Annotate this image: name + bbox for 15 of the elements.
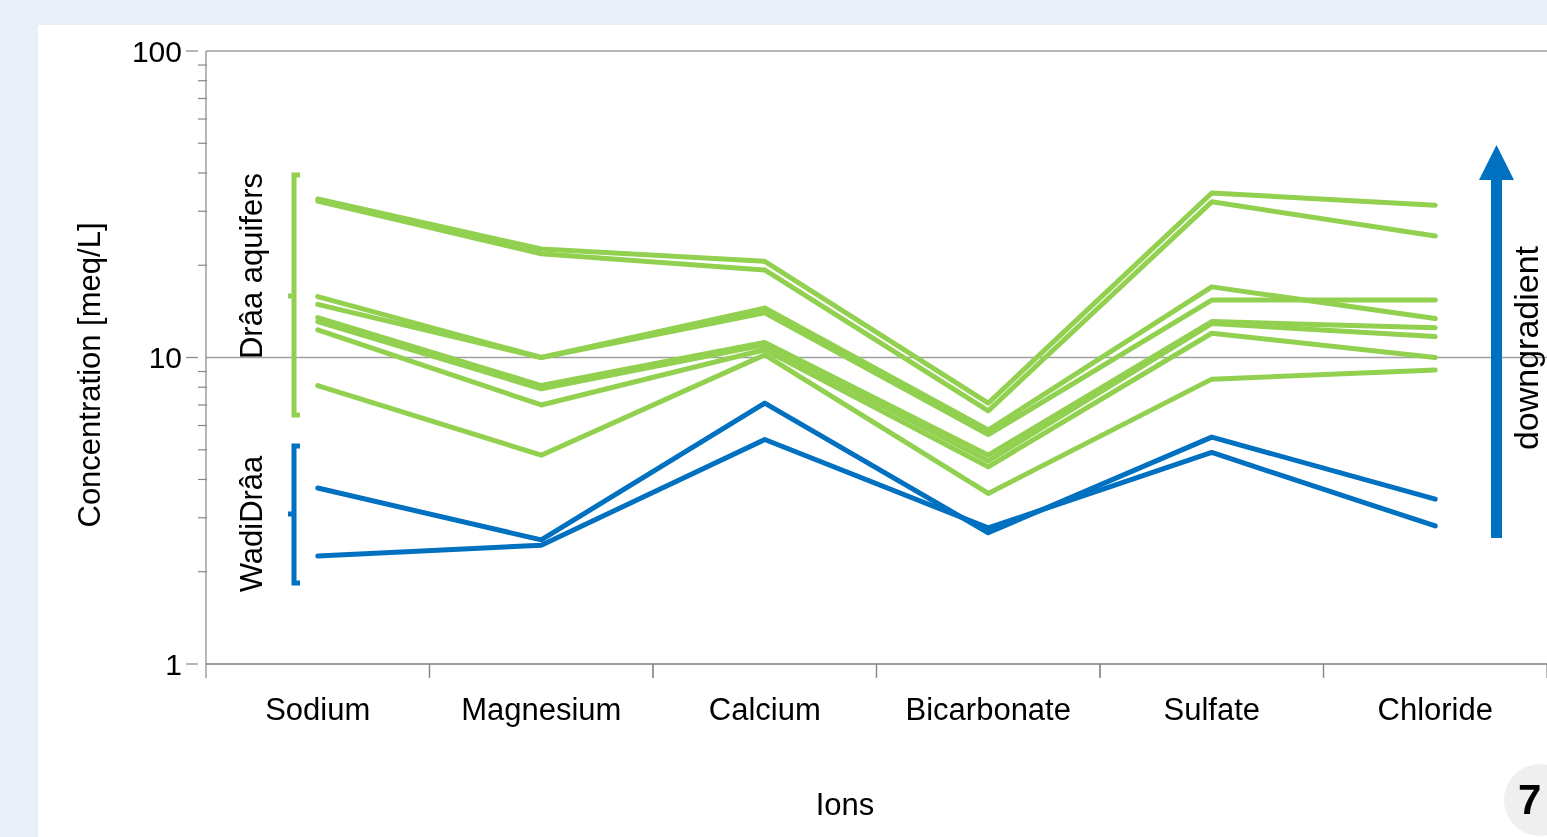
x-tick-label: Magnesium: [461, 692, 622, 727]
annotation: downgradient: [1506, 245, 1546, 451]
x-tick-label: Sulfate: [1163, 692, 1261, 727]
y-tick-label: 100: [131, 34, 182, 68]
y-tick-label: 10: [148, 341, 182, 374]
x-tick-label: Chloride: [1377, 692, 1493, 727]
text: 7: [1518, 776, 1542, 824]
annotation: Drâa aquifers: [234, 172, 270, 360]
x-tick-label: Sodium: [265, 692, 371, 727]
x-axis-title: Ions: [815, 787, 875, 823]
x-tick-label: Calcium: [708, 692, 821, 727]
y-tick-label: 1: [165, 647, 182, 681]
annotation: WadiDrâa: [234, 455, 270, 593]
x-tick-label: Bicarbonate: [905, 692, 1071, 727]
y-axis-title: Concentration [meq/L]: [72, 222, 108, 528]
